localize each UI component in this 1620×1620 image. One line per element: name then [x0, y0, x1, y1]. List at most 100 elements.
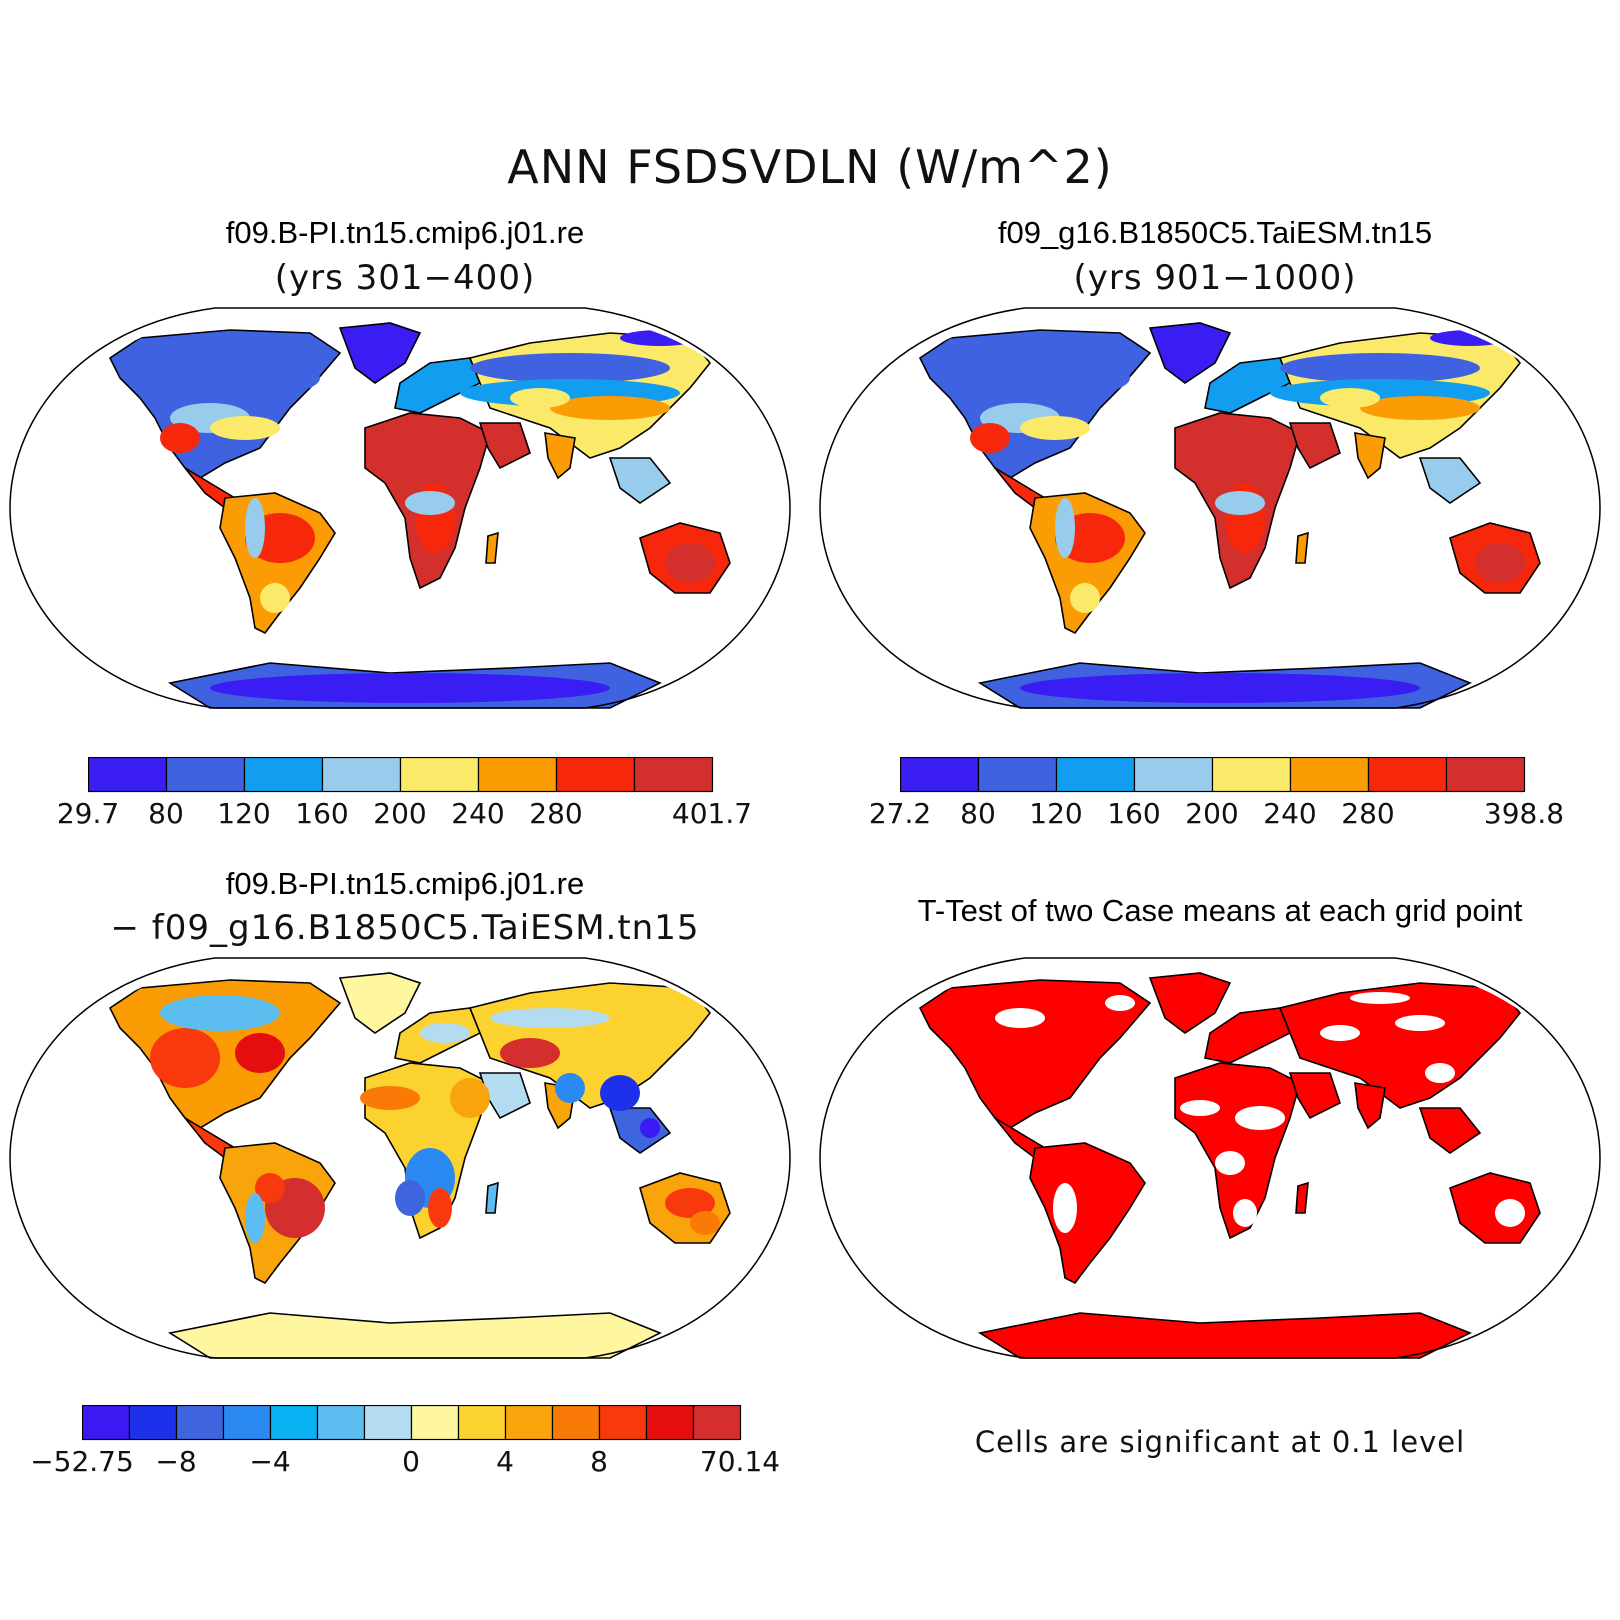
arabia-landmass [1288, 422, 1341, 470]
samerica-landmass [1029, 1142, 1146, 1285]
field-patch [255, 1173, 285, 1203]
map-frame [9, 307, 791, 709]
colorbar-swatch [165, 757, 246, 793]
field-patch [1070, 583, 1100, 613]
colorbar-swatch [175, 1405, 225, 1441]
colorbar-swatch [243, 757, 324, 793]
field-patch [160, 423, 200, 453]
colorbar-tick-label: 200 [1185, 797, 1239, 830]
greenland-landmass [1148, 972, 1232, 1034]
field-patch [565, 1043, 645, 1063]
field-patch [970, 423, 1010, 453]
colorbar-swatch [82, 1405, 131, 1441]
colorbar-tick-label: 80 [148, 797, 184, 830]
field-patch [428, 1188, 452, 1228]
map-frame [819, 307, 1601, 709]
field-patch [1200, 428, 1280, 458]
panel-2-title: f09_g16.B1850C5.TaiESM.tn15 [997, 215, 1433, 250]
field-patch [210, 673, 610, 703]
panel-2-map [819, 307, 1601, 709]
field-patch [1215, 491, 1265, 515]
arabia-landmass [478, 422, 531, 470]
colorbar-swatch [1055, 757, 1136, 793]
australia-landmass [1449, 1172, 1541, 1244]
field-patch [500, 1038, 560, 1068]
colorbar-swatch [1211, 757, 1292, 793]
india-landmass [1354, 1082, 1386, 1130]
panel-3-map [9, 957, 791, 1359]
map-frame [9, 957, 791, 1359]
colorbar-tick-label: 398.8 [1483, 797, 1565, 830]
colorbar-tick-label: −8 [155, 1445, 197, 1478]
panel-3-subtitle: − f09_g16.B1850C5.TaiESM.tn15 [110, 908, 700, 948]
colorbar-tick-label: 280 [1341, 797, 1395, 830]
colorbar-swatch [1445, 757, 1526, 793]
figure-title: ANN FSDSVDLN (W/m^2) [507, 140, 1113, 194]
colorbar-tick-label: 29.7 [56, 797, 120, 830]
field-patch [1235, 1106, 1285, 1130]
panel-3-colorbar [82, 1405, 742, 1441]
panel-1-subtitle: (yrs 301−400) [274, 258, 536, 298]
asia-landmass [1278, 982, 1522, 1109]
namerica-landmass [918, 329, 1152, 479]
field-patch [640, 1118, 660, 1138]
colorbar-swatch [457, 1405, 507, 1441]
field-patch [210, 416, 280, 440]
field-patch [490, 1008, 610, 1028]
field-patch [1350, 992, 1410, 1004]
field-patch [1495, 1199, 1525, 1227]
india-landmass [1354, 432, 1386, 480]
colorbar-tick-label: 70.14 [699, 1445, 781, 1478]
field-patch [1475, 543, 1525, 583]
panel-1-colorbar [88, 757, 714, 793]
panel-4-map [819, 957, 1601, 1359]
field-patch [1430, 330, 1510, 346]
field-patch [1425, 1063, 1455, 1083]
colorbar-swatch [977, 757, 1058, 793]
field-patch [1053, 1183, 1077, 1233]
panel-3-title: f09.B-PI.tn15.cmip6.j01.re [225, 866, 585, 901]
field-patch [360, 1086, 420, 1110]
field-patch [405, 491, 455, 515]
colorbar-tick-label: 280 [529, 797, 583, 830]
field-patch [600, 1075, 640, 1111]
field-patch [665, 1188, 715, 1218]
arabia-landmass [1288, 1072, 1341, 1120]
seasia-landmass [608, 1107, 672, 1154]
field-patch [420, 1023, 470, 1043]
colorbar-swatch [692, 1405, 742, 1441]
seasia-landmass [1418, 457, 1482, 504]
colorbar-swatch [900, 757, 980, 793]
panel-1-title: f09.B-PI.tn15.cmip6.j01.re [225, 215, 585, 250]
europe-landmass [1204, 1007, 1292, 1064]
field-patch [390, 428, 470, 458]
colorbar-swatch [410, 1405, 460, 1441]
madagascar-landmass [1295, 1181, 1309, 1214]
field-patch [510, 388, 570, 408]
colorbar-swatch [633, 757, 714, 793]
colorbar-swatch [555, 757, 636, 793]
panel-2-subtitle: (yrs 901−1000) [1073, 258, 1357, 298]
colorbar-swatch [316, 1405, 366, 1441]
greenland-landmass [1148, 322, 1232, 384]
field-patch [620, 330, 700, 346]
colorbar-swatch [222, 1405, 272, 1441]
antarctica-landmass [167, 1312, 662, 1359]
colorbar-tick-label: 27.2 [868, 797, 932, 830]
field-patch [395, 1180, 425, 1216]
field-patch [1020, 673, 1420, 703]
colorbar-tick-label: 8 [590, 1445, 608, 1478]
field-patch [1010, 360, 1130, 396]
madagascar-landmass [1295, 531, 1309, 564]
field-patch [1215, 1151, 1245, 1175]
seasia-landmass [608, 457, 672, 504]
colorbar-tick-label: 401.7 [671, 797, 753, 830]
colorbar-swatch [477, 757, 558, 793]
field-patch [450, 1078, 490, 1118]
madagascar-landmass [485, 1181, 499, 1214]
greenland-landmass [338, 972, 422, 1034]
field-patch [235, 1033, 285, 1073]
field-patch [690, 1211, 720, 1235]
seasia-landmass [1418, 1107, 1482, 1154]
field-patch [245, 1193, 265, 1243]
